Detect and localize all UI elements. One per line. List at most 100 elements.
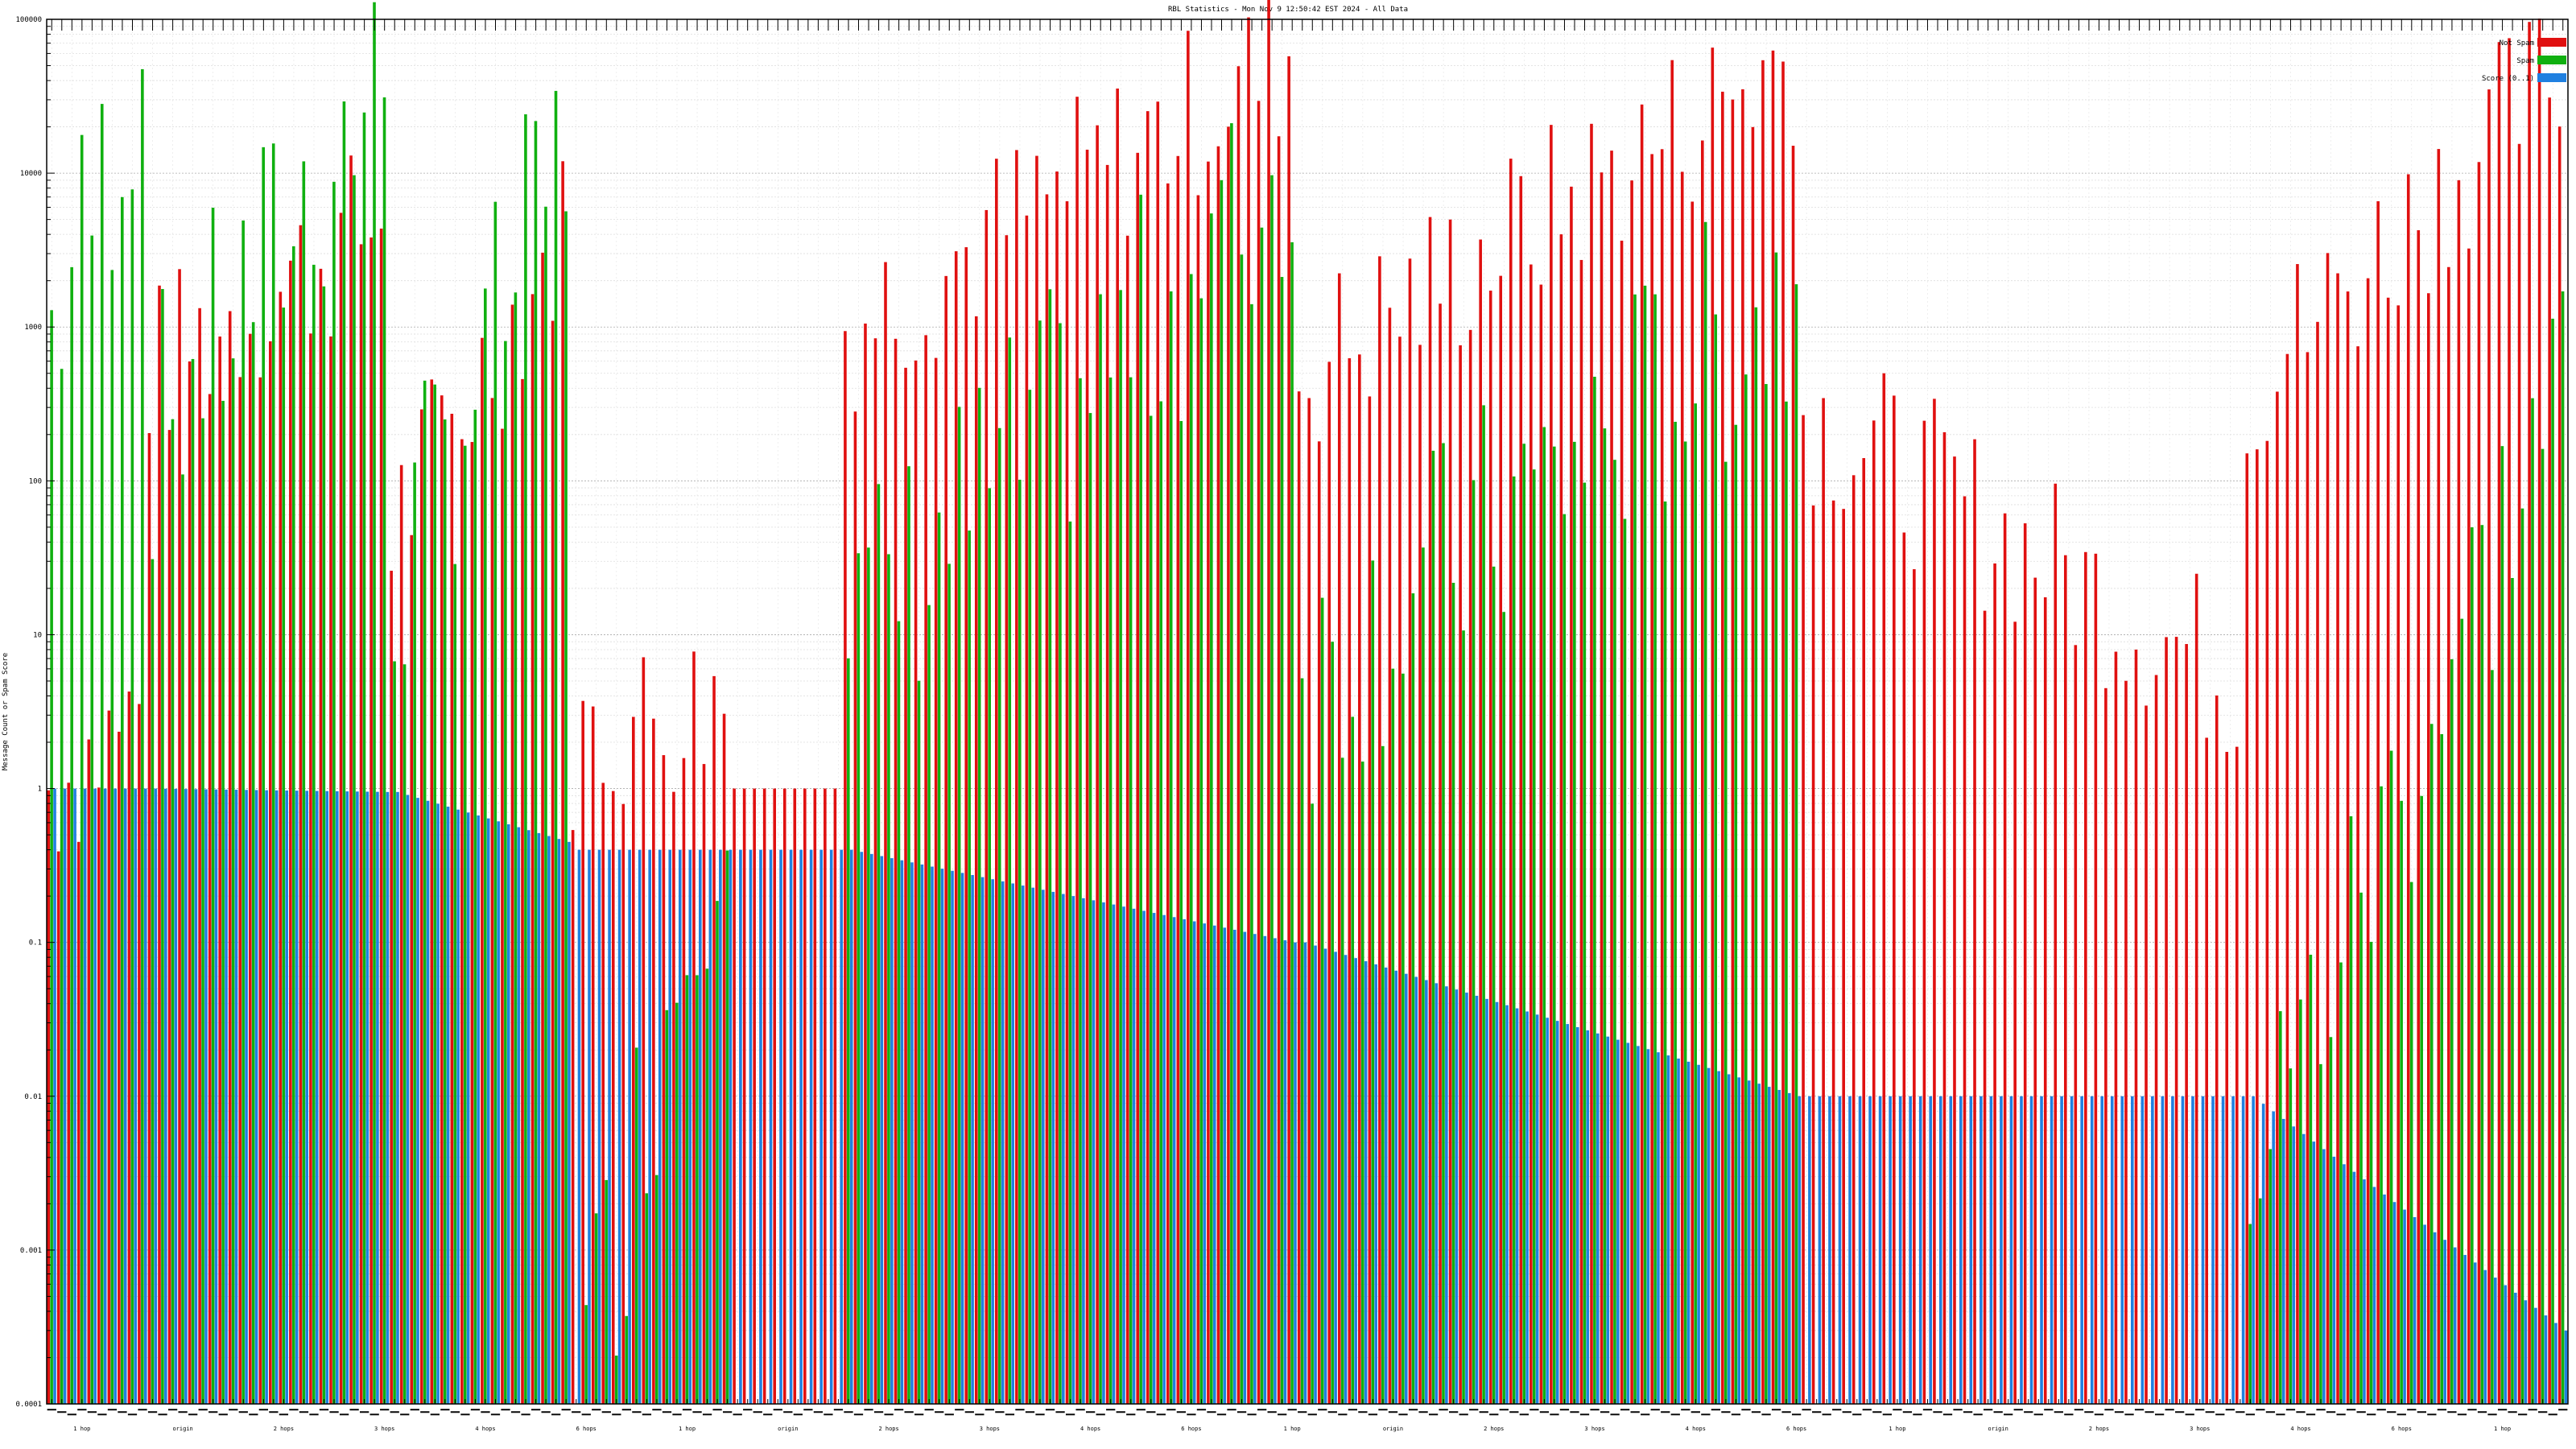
bar-not-spam	[2225, 752, 2229, 1404]
bar-score	[194, 789, 198, 1404]
bar-spam	[705, 968, 709, 1404]
bar-not-spam	[964, 247, 968, 1405]
bar-spam	[2520, 508, 2524, 1404]
bar-not-spam	[2487, 89, 2491, 1405]
bar-not-spam	[742, 788, 746, 1404]
bar-spam	[1240, 254, 1244, 1405]
bar-score	[1938, 1096, 1942, 1404]
bar-not-spam	[1700, 140, 1704, 1404]
bar-score	[2483, 1269, 2487, 1404]
x-category-glyph	[1398, 1414, 1408, 1416]
bar-not-spam	[1227, 126, 1230, 1404]
bar-spam	[2511, 578, 2514, 1404]
bar-spam	[725, 850, 729, 1404]
bar-spam	[484, 288, 487, 1405]
bar-spam	[654, 1174, 658, 1404]
bar-not-spam	[2194, 573, 2198, 1404]
x-category-label: 6 hops	[1786, 1426, 1806, 1432]
bar-not-spam	[138, 704, 141, 1404]
bar-spam	[957, 407, 961, 1404]
bar-not-spam	[299, 225, 303, 1405]
bar-score	[1122, 906, 1125, 1404]
x-category-glyph	[530, 1409, 541, 1411]
bar-spam	[1179, 421, 1183, 1404]
bar-not-spam	[1156, 101, 1160, 1405]
bar-score	[2352, 1171, 2356, 1404]
x-category-glyph	[47, 1409, 56, 1411]
x-category-glyph	[2376, 1409, 2386, 1411]
bar-spam	[514, 292, 518, 1405]
bar-not-spam	[803, 788, 807, 1404]
x-category-glyph	[1559, 1409, 1570, 1411]
bar-score	[245, 790, 248, 1404]
x-category-glyph	[147, 1411, 158, 1414]
bar-score	[234, 790, 238, 1404]
x-category-label: 2 hops	[2089, 1426, 2109, 1432]
bar-spam	[1522, 444, 1525, 1404]
bar-score	[648, 849, 651, 1404]
bar-not-spam	[1902, 532, 1906, 1404]
x-category-glyph	[592, 1409, 601, 1411]
bar-score	[305, 791, 309, 1404]
x-category-glyph	[87, 1411, 97, 1414]
bar-not-spam	[2276, 391, 2279, 1404]
x-category-glyph	[2326, 1411, 2336, 1414]
x-category-label: 3 hops	[374, 1426, 394, 1432]
x-category-glyph	[1550, 1414, 1559, 1416]
x-category-glyph	[1499, 1409, 1509, 1411]
bar-not-spam	[1005, 235, 1009, 1405]
bar-spam	[1633, 294, 1637, 1405]
bar-spam	[1653, 294, 1657, 1404]
x-category-glyph	[1741, 1409, 1751, 1411]
bar-score	[991, 879, 994, 1404]
bar-spam	[2349, 815, 2353, 1404]
bar-spam	[1119, 290, 1122, 1405]
chart-title: RBL Statistics - Mon Nov 9 12:50:42 EST …	[1168, 6, 1408, 14]
bar-spam	[151, 559, 155, 1404]
bar-spam	[302, 161, 306, 1405]
x-category-glyph	[1196, 1409, 1207, 1411]
bar-not-spam	[2124, 680, 2128, 1404]
bar-score	[1485, 998, 1488, 1404]
bar-not-spam	[1408, 258, 1412, 1404]
bar-score	[1303, 942, 1307, 1404]
bar-not-spam	[1660, 149, 1664, 1405]
x-category-glyph	[1670, 1414, 1680, 1416]
bar-score	[2211, 1096, 2215, 1404]
bar-spam	[696, 975, 699, 1404]
bar-not-spam	[1922, 420, 1926, 1405]
chart-legend: Not Spam Spam Score (0..1)	[2482, 38, 2566, 83]
x-category-label: 4 hops	[2290, 1426, 2310, 1432]
bar-score	[2130, 1096, 2134, 1404]
bar-not-spam	[2356, 346, 2359, 1405]
bar-not-spam	[904, 367, 907, 1404]
x-category-glyph	[864, 1409, 873, 1411]
bar-not-spam	[662, 755, 666, 1404]
x-category-label: 1 hop	[679, 1426, 696, 1432]
bar-not-spam	[279, 291, 283, 1405]
plot-frame	[46, 19, 2569, 1405]
bar-not-spam	[1277, 136, 1281, 1404]
legend-swatch	[2537, 73, 2566, 82]
x-category-glyph	[2114, 1411, 2124, 1414]
bar-score	[719, 849, 722, 1404]
bar-not-spam	[1035, 155, 1038, 1404]
bar-not-spam	[2528, 22, 2531, 1404]
x-category-glyph	[572, 1411, 581, 1414]
x-category-glyph	[289, 1409, 299, 1411]
bar-score	[951, 870, 954, 1404]
x-category-glyph	[1922, 1409, 1933, 1411]
bar-not-spam	[2165, 637, 2168, 1404]
bar-score	[1959, 1096, 1963, 1404]
bar-not-spam	[1247, 17, 1250, 1404]
bar-not-spam	[1610, 151, 1613, 1404]
bar-not-spam	[67, 782, 71, 1404]
x-category-glyph	[581, 1414, 591, 1416]
bar-score	[1314, 945, 1317, 1404]
bar-spam	[897, 621, 901, 1404]
bar-spam	[2258, 1198, 2262, 1404]
bar-not-spam	[47, 790, 50, 1404]
bar-score	[1192, 921, 1196, 1404]
bar-not-spam	[419, 409, 423, 1404]
bar-not-spam	[894, 338, 898, 1404]
